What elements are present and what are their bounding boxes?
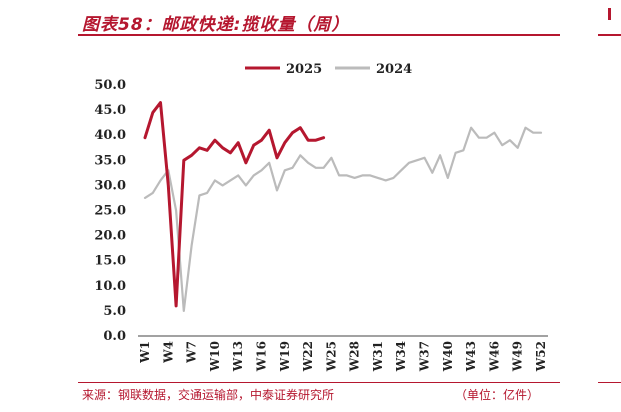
footer-rule — [78, 382, 560, 383]
y-tick-label: 30.0 — [94, 178, 126, 193]
x-tick-label: W4 — [161, 341, 175, 364]
series-line-2024 — [143, 126, 543, 312]
unit-note: （单位：亿件） — [455, 388, 540, 402]
y-tick-label: 35.0 — [94, 153, 126, 168]
y-tick-label: 40.0 — [94, 128, 126, 143]
x-tick-label: W52 — [534, 341, 548, 372]
y-tick-label: 20.0 — [94, 229, 126, 244]
x-tick-label: W37 — [418, 341, 432, 372]
x-tick-label: W25 — [324, 341, 338, 372]
adjacent-footer-rule — [598, 382, 621, 383]
x-tick-label: W34 — [394, 341, 408, 372]
source-note: 来源：钢联数据，交通运输部，中泰证券研究所 — [82, 388, 335, 402]
y-tick-label: 15.0 — [94, 254, 126, 269]
y-tick-label: 25.0 — [94, 204, 126, 219]
x-tick-label: W7 — [185, 341, 199, 364]
x-tick-label: W46 — [487, 341, 501, 372]
legend-label-2025: 2025 — [286, 62, 322, 77]
x-tick-label: W22 — [301, 341, 315, 372]
y-tick-label: 45.0 — [94, 103, 126, 118]
x-tick-label: W19 — [278, 341, 292, 372]
x-tick-label: W13 — [231, 341, 245, 372]
y-tick-label: 0.0 — [103, 329, 126, 344]
y-tick-label: 50.0 — [94, 78, 126, 93]
y-tick-label: 10.0 — [94, 279, 126, 294]
x-tick-label: W16 — [254, 341, 268, 372]
x-tick-label: W43 — [464, 341, 478, 372]
adjacent-panel-edge — [608, 8, 621, 20]
x-tick-label: W1 — [138, 341, 152, 364]
series-line-2025 — [143, 101, 326, 308]
x-tick-label: W10 — [208, 341, 222, 372]
legend-label-2024: 2024 — [376, 62, 412, 77]
adjacent-title-rule — [598, 34, 621, 36]
x-tick-label: W40 — [441, 341, 455, 372]
y-tick-label: 5.0 — [103, 304, 126, 319]
title-rule — [78, 34, 560, 36]
x-tick-label: W49 — [511, 341, 525, 372]
chart-title: 图表58：邮政快递:揽收量（周） — [82, 15, 350, 35]
x-tick-label: W31 — [371, 341, 385, 372]
x-tick-label: W28 — [348, 341, 362, 372]
